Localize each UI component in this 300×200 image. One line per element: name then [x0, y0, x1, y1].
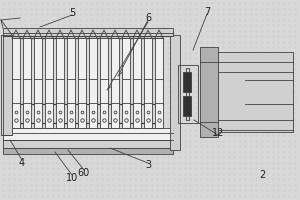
Text: 7: 7 [204, 7, 210, 17]
Bar [183, 72, 191, 92]
Bar [3, 148, 173, 154]
Text: 4: 4 [19, 158, 25, 168]
Bar [45, 38, 53, 128]
Bar [122, 38, 130, 128]
Bar [78, 38, 86, 128]
Text: 3: 3 [145, 160, 151, 170]
Bar [3, 140, 173, 148]
Bar [34, 38, 42, 128]
Text: 10: 10 [66, 173, 78, 183]
Bar [12, 38, 20, 128]
Bar [100, 38, 108, 128]
Bar [3, 28, 173, 36]
Bar [67, 38, 75, 128]
Bar [111, 38, 119, 128]
Bar [23, 38, 31, 128]
Text: 6: 6 [145, 13, 151, 23]
Bar [215, 52, 293, 132]
Bar [200, 47, 218, 137]
Bar [186, 68, 189, 120]
Bar [178, 65, 198, 123]
Bar [144, 38, 152, 128]
Bar [56, 38, 64, 128]
Text: 5: 5 [69, 8, 75, 18]
Bar [183, 96, 191, 116]
Bar [133, 38, 141, 128]
Bar [155, 38, 163, 128]
Bar [89, 38, 97, 128]
Bar [170, 35, 180, 150]
Text: 2: 2 [259, 170, 265, 180]
Text: 60: 60 [78, 168, 90, 178]
Bar [3, 35, 12, 135]
Text: 12: 12 [212, 128, 224, 138]
Bar [3, 128, 173, 140]
